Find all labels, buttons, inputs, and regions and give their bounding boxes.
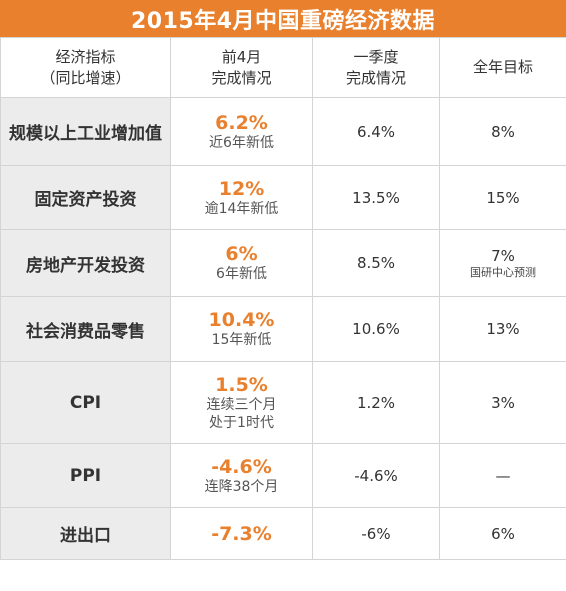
goal-cell: 7% 国研中心预测: [439, 229, 566, 297]
april-cell: 1.5% 连续三个月 处于1时代: [170, 361, 313, 444]
table-row: CPI 1.5% 连续三个月 处于1时代 1.2% 3%: [0, 361, 566, 444]
q1-value: -4.6%: [312, 443, 440, 508]
header-q1-line2: 完成情况: [345, 68, 406, 87]
header-row: 经济指标 （同比增速） 前4月 完成情况 一季度 完成情况 全年目标: [0, 37, 566, 98]
april-value: -7.3%: [211, 522, 272, 545]
april-value: 1.5%: [215, 373, 268, 396]
goal-value: 6%: [439, 507, 566, 560]
april-note: 近6年新低: [209, 134, 274, 151]
header-q1-line1: 一季度: [353, 47, 399, 66]
header-goal: 全年目标: [439, 37, 566, 98]
q1-value: 8.5%: [312, 229, 440, 297]
header-april-line2: 完成情况: [211, 68, 272, 87]
april-note: 6年新低: [216, 266, 267, 282]
economic-data-table: 经济指标 （同比增速） 前4月 完成情况 一季度 完成情况 全年目标 规模以上工…: [0, 37, 566, 560]
header-april-line1: 前4月: [221, 47, 262, 66]
table-row: 固定资产投资 12% 逾14年新低 13.5% 15%: [0, 165, 566, 230]
row-name: 规模以上工业增加值: [0, 97, 171, 166]
april-value: 6%: [225, 243, 258, 265]
header-april: 前4月 完成情况: [170, 37, 313, 98]
header-indicator-line2: （同比增速）: [40, 68, 131, 87]
table-row: 进出口 -7.3% -6% 6%: [0, 507, 566, 560]
table-row: PPI -4.6% 连降38个月 -4.6% —: [0, 443, 566, 508]
row-name: 进出口: [0, 507, 171, 560]
april-cell: 6.2% 近6年新低: [170, 97, 313, 166]
april-cell: -4.6% 连降38个月: [170, 443, 313, 508]
april-cell: -7.3%: [170, 507, 313, 560]
q1-value: -6%: [312, 507, 440, 560]
april-note: 连降38个月: [204, 478, 279, 495]
april-cell: 6% 6年新低: [170, 229, 313, 297]
table-title: 2015年4月中国重磅经济数据: [0, 0, 566, 37]
q1-value: 13.5%: [312, 165, 440, 230]
row-name: PPI: [0, 443, 171, 508]
header-indicator-line1: 经济指标: [55, 47, 116, 66]
row-name: 固定资产投资: [0, 165, 171, 230]
header-indicator: 经济指标 （同比增速）: [0, 37, 171, 98]
header-goal-label: 全年目标: [472, 58, 533, 76]
row-name: 房地产开发投资: [0, 229, 171, 297]
goal-value: 7%: [491, 247, 515, 265]
table-row: 规模以上工业增加值 6.2% 近6年新低 6.4% 8%: [0, 97, 566, 166]
goal-note: 国研中心预测: [470, 266, 536, 279]
goal-value: 3%: [439, 361, 566, 444]
april-value: 12%: [218, 177, 265, 200]
april-cell: 10.4% 15年新低: [170, 296, 313, 362]
april-value: -4.6%: [211, 455, 272, 478]
april-note: 逾14年新低: [204, 200, 279, 217]
row-name: CPI: [0, 361, 171, 444]
april-note-2: 处于1时代: [209, 414, 274, 431]
goal-value: —: [439, 443, 566, 508]
q1-value: 6.4%: [312, 97, 440, 166]
table-row: 社会消费品零售 10.4% 15年新低 10.6% 13%: [0, 296, 566, 362]
row-name: 社会消费品零售: [0, 296, 171, 362]
goal-value: 15%: [439, 165, 566, 230]
april-value: 6.2%: [215, 111, 268, 134]
q1-value: 1.2%: [312, 361, 440, 444]
goal-value: 13%: [439, 296, 566, 362]
q1-value: 10.6%: [312, 296, 440, 362]
header-q1: 一季度 完成情况: [312, 37, 440, 98]
april-note: 15年新低: [211, 332, 272, 348]
april-cell: 12% 逾14年新低: [170, 165, 313, 230]
goal-value: 8%: [439, 97, 566, 166]
april-value: 10.4%: [208, 309, 275, 331]
table-row: 房地产开发投资 6% 6年新低 8.5% 7% 国研中心预测: [0, 229, 566, 297]
april-note: 连续三个月: [206, 396, 277, 413]
